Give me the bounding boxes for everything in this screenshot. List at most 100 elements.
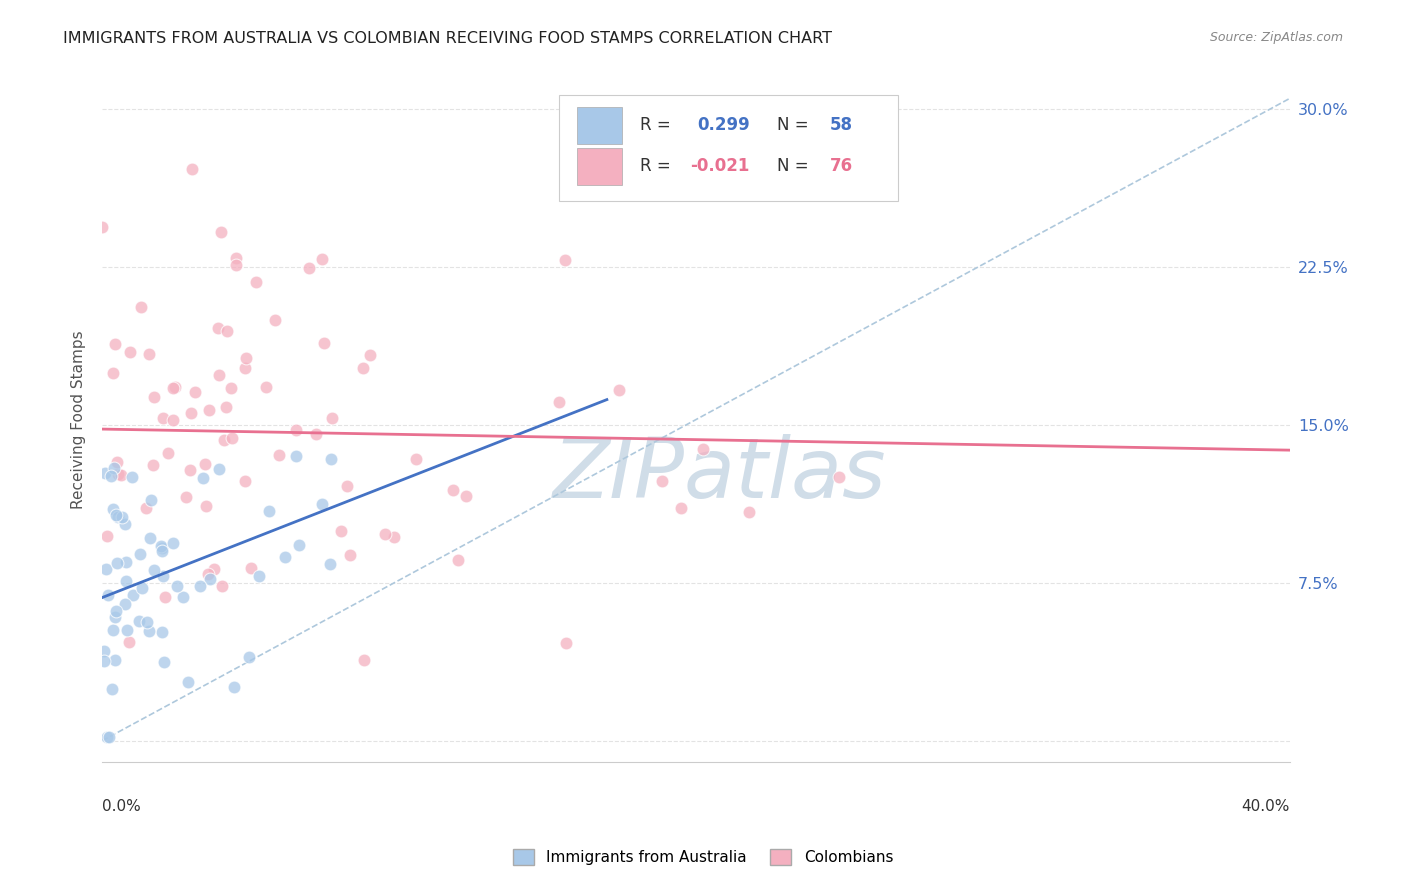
Point [105,604,128,618]
Point [235,351,257,365]
Point [353,653,375,667]
Point [129,547,152,561]
Point [104,652,127,666]
Point [247,569,270,583]
Point [96,730,118,744]
Point [115,624,138,638]
Point [264,313,287,327]
Point [198,402,221,417]
Point [111,509,134,524]
Point [211,579,233,593]
Point [103,623,125,637]
Text: ZIPatlas: ZIPatlas [553,434,886,515]
Point [191,471,214,485]
Text: 40.0%: 40.0% [1241,799,1289,814]
Text: 0.299: 0.299 [697,116,749,135]
Point [274,550,297,565]
FancyBboxPatch shape [578,106,623,145]
Point [142,458,165,472]
Point [311,252,333,266]
Point [115,555,138,569]
Point [288,537,311,551]
Point [222,680,245,694]
Point [172,590,194,604]
Point [152,569,174,583]
Point [118,345,141,359]
Point [194,499,217,513]
Point [104,508,127,522]
Point [651,474,673,488]
Point [240,561,263,575]
Point [105,556,128,570]
Point [319,451,342,466]
Point [107,509,129,524]
Point [212,433,235,447]
Point [91,219,114,234]
Point [93,654,115,668]
Point [197,566,219,581]
Point [101,682,124,697]
Point [94,467,117,481]
Point [194,457,217,471]
Y-axis label: Receiving Food Stamps: Receiving Food Stamps [72,330,86,509]
Point [208,462,231,476]
Point [219,381,242,395]
Point [181,161,204,176]
Text: N =: N = [776,116,814,135]
Point [359,349,381,363]
Point [156,445,179,459]
Point [405,452,427,467]
Text: R =: R = [640,116,676,135]
Point [142,390,165,404]
Point [339,548,361,562]
Point [142,562,165,576]
Text: Source: ZipAtlas.com: Source: ZipAtlas.com [1209,31,1343,45]
Point [202,562,225,576]
FancyBboxPatch shape [578,147,623,186]
Point [245,275,267,289]
Point [221,431,243,445]
Point [285,449,308,463]
Point [104,337,127,351]
Point [188,578,211,592]
Point [152,410,174,425]
Point [827,470,849,484]
Point [115,574,138,588]
Point [329,524,352,539]
Point [257,504,280,518]
Text: -0.021: -0.021 [690,157,749,176]
Point [382,530,405,544]
Point [153,591,176,605]
Point [319,558,342,572]
Point [441,483,464,497]
Point [184,385,207,400]
Point [207,368,229,382]
Point [163,380,186,394]
Point [107,467,129,481]
Point [198,572,221,586]
Point [135,615,157,629]
Point [180,405,202,419]
Point [555,636,578,650]
Point [128,615,150,629]
Point [104,610,127,624]
Point [269,448,291,462]
Point [114,597,136,611]
Point [94,561,117,575]
Point [607,383,630,397]
Text: 0.0%: 0.0% [103,799,141,814]
Point [162,381,184,395]
Point [162,536,184,550]
Point [100,469,122,483]
Point [374,527,396,541]
Point [179,463,201,477]
Point [149,539,172,553]
Point [225,251,247,265]
Point [304,427,326,442]
Point [162,413,184,427]
Point [336,479,359,493]
Point [225,258,247,272]
Text: 76: 76 [830,157,853,176]
Point [139,493,162,508]
Point [110,467,132,482]
